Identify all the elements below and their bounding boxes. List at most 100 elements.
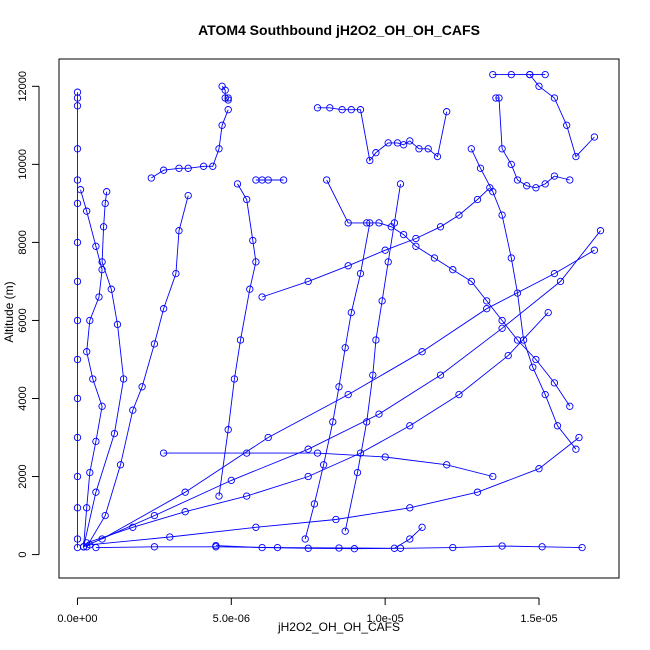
series-13 [323,176,574,410]
data-point [529,363,537,371]
data-point [150,340,159,348]
data-point [384,258,392,266]
data-point [215,145,223,153]
series-line [344,183,401,532]
data-point [199,162,208,170]
data-point [347,308,355,317]
data-point [566,402,574,410]
data-point [541,390,549,399]
series-15 [341,180,405,535]
data-point [73,145,82,153]
data-point [73,394,82,403]
data-point [332,515,340,524]
data-point [224,426,232,434]
data-point [556,277,565,286]
data-point [95,293,103,301]
data-point [344,262,352,270]
data-point [175,164,183,172]
series-8 [252,176,288,184]
data-point [467,277,475,286]
data-point [92,437,100,446]
data-point [341,527,349,535]
data-point [264,433,272,442]
data-point [415,145,423,153]
data-point [184,164,192,172]
series-17 [92,542,586,552]
data-point [550,269,559,278]
data-point [335,383,343,391]
data-point [541,70,549,79]
data-point [181,508,189,516]
data-point [129,406,137,414]
data-point [258,293,266,301]
plot-frame [58,58,620,579]
data-point [181,488,189,496]
data-point [390,219,399,227]
series-12 [492,94,574,192]
data-point [406,504,414,512]
data-point [526,70,534,79]
data-point [73,433,82,442]
series-2 [76,186,106,551]
data-point [498,542,506,550]
data-point [541,180,549,188]
data-point [76,186,85,194]
series-line [89,437,580,546]
data-point [350,545,359,553]
data-point [150,511,159,520]
data-point [396,180,405,188]
data-point [356,449,365,457]
data-point [224,94,232,102]
x-tick-label: 0.0e+00 [57,613,97,625]
data-point [353,468,362,477]
data-point [243,195,251,204]
data-point [449,266,457,274]
plot-area [58,58,620,579]
data-point [304,277,312,286]
series-line [151,109,229,179]
data-point [412,234,420,243]
data-point [119,375,128,383]
data-point [323,176,331,184]
data-point [326,104,334,112]
data-point [224,106,232,114]
data-point [467,145,475,153]
data-point [519,336,528,344]
data-point [264,176,272,184]
data-point [578,543,586,552]
data-point [110,429,119,438]
series-9 [313,104,451,165]
data-point [544,308,552,317]
data-point [344,390,352,399]
data-point [572,445,580,453]
data-point [412,242,420,250]
data-point [507,254,515,262]
data-point [473,488,482,496]
data-point [532,355,540,364]
data-point [73,504,82,512]
x-tick-label: 5.0e-06 [213,613,250,625]
series-10 [489,70,549,79]
data-point [101,511,109,520]
data-point [449,543,457,552]
data-point [319,461,328,469]
data-point [304,445,312,453]
data-point [566,176,574,184]
data-point [113,320,122,329]
data-point [486,184,494,192]
data-point [243,492,251,500]
data-point [575,433,583,442]
series-7 [215,180,260,500]
data-point [513,289,522,297]
data-point [166,533,174,541]
data-point [313,104,322,112]
y-tick-label: 0 [17,552,29,558]
data-point [73,238,82,247]
data-point [535,82,543,90]
data-point [372,149,380,157]
data-point [233,180,242,188]
data-point [356,106,365,114]
series-line [304,222,371,540]
data-point [381,453,389,461]
data-point [341,344,349,352]
